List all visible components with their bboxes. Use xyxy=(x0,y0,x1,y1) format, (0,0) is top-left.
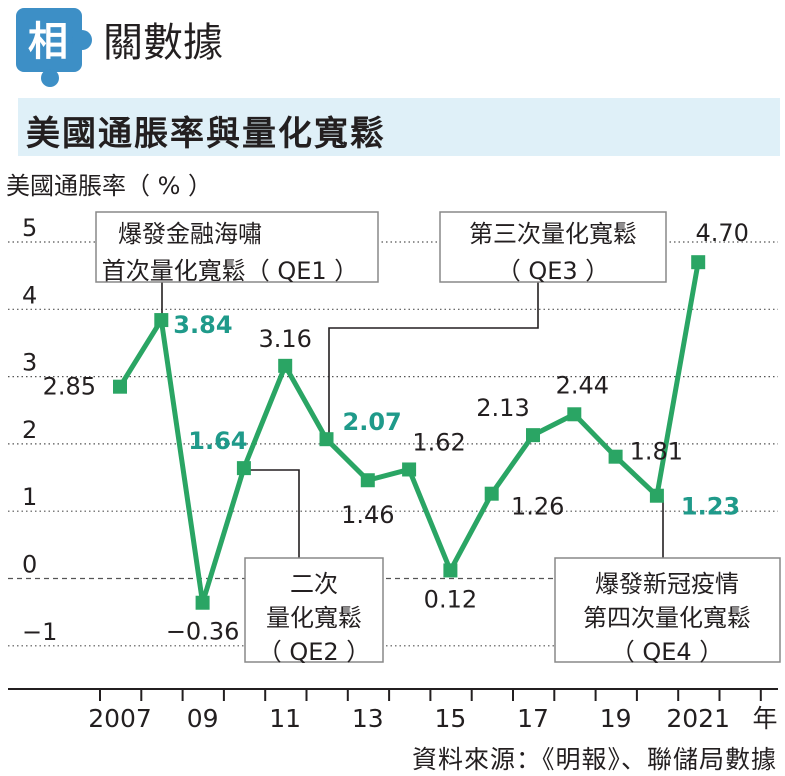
section-heading: 關數據 xyxy=(103,20,223,66)
data-label: 2.85 xyxy=(43,373,96,401)
data-point xyxy=(113,379,127,394)
data-point xyxy=(691,255,706,270)
y-tick-label: −1 xyxy=(22,618,57,646)
data-label: 1.62 xyxy=(412,428,465,456)
y-tick-label: 0 xyxy=(22,551,37,579)
data-point xyxy=(319,432,334,447)
y-tick-label: 2 xyxy=(22,416,37,444)
annotation-text: 第四次量化寬鬆 xyxy=(583,604,751,632)
x-tick-label: 2021 xyxy=(666,704,730,733)
badge-char: 相 xyxy=(28,19,68,65)
x-tick-label: 11 xyxy=(269,704,301,733)
annotation-text: 量化寬鬆 xyxy=(266,604,362,632)
puzzle-badge-icon xyxy=(16,8,92,87)
annotation-box xyxy=(244,557,384,663)
data-label: 2.07 xyxy=(343,408,402,436)
data-label: 4.70 xyxy=(695,219,748,247)
data-label: 2.13 xyxy=(476,394,529,422)
annotation-text: （ QE2 ） xyxy=(258,638,371,666)
x-tick-label: 17 xyxy=(517,704,549,733)
data-label: 1.81 xyxy=(630,438,683,466)
y-tick-label: 5 xyxy=(22,214,37,242)
data-point xyxy=(195,595,210,610)
data-point xyxy=(567,407,582,422)
data-label: 1.23 xyxy=(681,493,740,521)
data-points xyxy=(113,255,706,610)
data-point xyxy=(526,428,540,443)
x-tick-label: 13 xyxy=(352,704,384,733)
annotation-text: （ QE4 ） xyxy=(611,638,724,666)
data-label: −0.36 xyxy=(166,618,240,646)
y-axis-title: 美國通脹率（ % ） xyxy=(6,172,212,200)
data-point xyxy=(236,461,251,476)
data-label: 3.16 xyxy=(258,325,311,353)
data-label: 1.46 xyxy=(341,501,394,529)
data-point xyxy=(443,563,458,578)
annotation-box xyxy=(554,557,781,663)
data-point xyxy=(278,358,293,373)
annotation-connector xyxy=(248,469,300,558)
source-note: 資料來源：《明報》、聯儲局數據 xyxy=(411,745,777,774)
header: 相 關數據 xyxy=(16,8,223,87)
data-label: 0.12 xyxy=(424,585,477,613)
y-tick-label: 3 xyxy=(22,349,37,377)
data-point xyxy=(360,473,375,488)
data-point xyxy=(154,313,169,328)
annotation-text: 二次 xyxy=(290,570,338,598)
annotation-text: （ QE3 ） xyxy=(497,257,610,285)
annotation-text: 首次量化寬鬆（ QE1 ） xyxy=(102,257,359,285)
chart-title: 美國通脹率與量化寬鬆 xyxy=(26,114,386,154)
data-labels: 2.85 3.84 −0.36 1.64 3.16 2.07 1.46 1.62 0.12 1.2… xyxy=(43,219,749,646)
x-tick-label: 19 xyxy=(600,704,632,733)
data-point xyxy=(484,486,499,501)
data-label: 3.84 xyxy=(173,311,232,339)
axes: 美國通脹率（ % ） 5 4 3 2 1 0 −1 2007 09 11 13 15 17 19 2021 年 xyxy=(6,172,778,733)
x-tick-label: 15 xyxy=(434,704,466,733)
annotation-text: 第三次量化寬鬆 xyxy=(469,220,637,248)
x-tick-label: 09 xyxy=(187,704,219,733)
x-tick-label: 2007 xyxy=(88,704,152,733)
x-axis-unit: 年 xyxy=(752,704,777,733)
annotation-box xyxy=(439,211,667,283)
data-point xyxy=(402,462,417,477)
data-point xyxy=(649,488,664,503)
annotation-box xyxy=(95,211,379,283)
annotation-connector xyxy=(328,282,539,438)
annotation-text: 爆發金融海嘯 xyxy=(118,220,262,248)
y-tick-label: 4 xyxy=(22,281,37,309)
data-point xyxy=(608,449,623,464)
y-tick-label: 1 xyxy=(22,483,37,511)
data-label: 1.26 xyxy=(511,493,564,521)
annotation-text: 爆發新冠疫情 xyxy=(595,570,739,598)
data-label: 2.44 xyxy=(556,371,609,399)
data-label: 1.64 xyxy=(188,427,247,455)
title-bar: 美國通脹率與量化寬鬆 xyxy=(18,98,780,156)
